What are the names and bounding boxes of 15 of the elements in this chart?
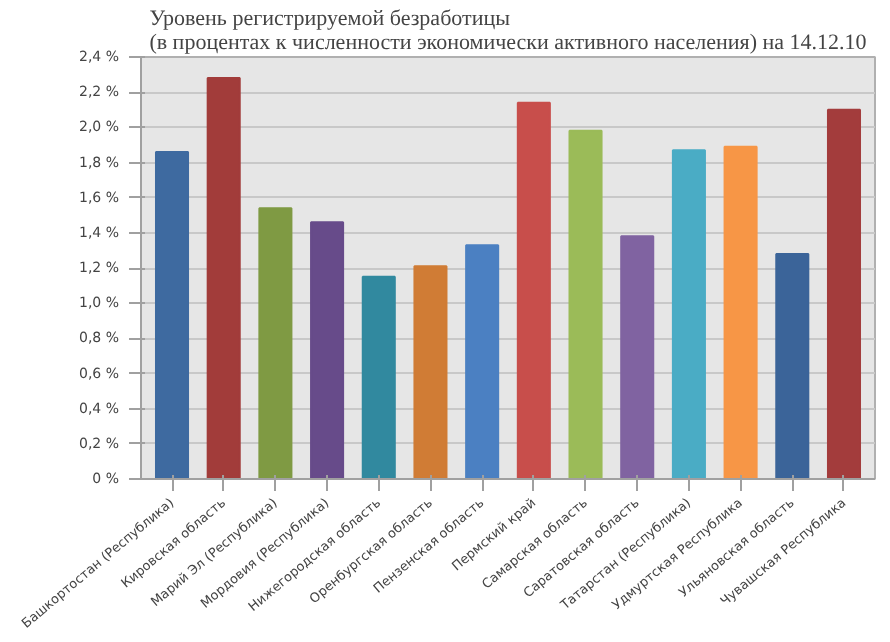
bar	[206, 77, 241, 479]
bar	[826, 108, 862, 479]
bar	[775, 252, 810, 479]
bar	[465, 244, 500, 479]
chart-title: Уровень регистрируемой безработицы (в процентах к численности экономически активного населения) на 14.12.10	[149, 7, 868, 55]
bar	[310, 221, 345, 479]
bar	[568, 129, 603, 479]
bar	[258, 207, 293, 479]
bar	[361, 275, 396, 479]
bar	[413, 265, 448, 479]
bar	[516, 101, 551, 479]
bar	[154, 150, 190, 479]
bar	[620, 235, 655, 479]
bar	[671, 149, 706, 479]
bar	[723, 145, 758, 479]
